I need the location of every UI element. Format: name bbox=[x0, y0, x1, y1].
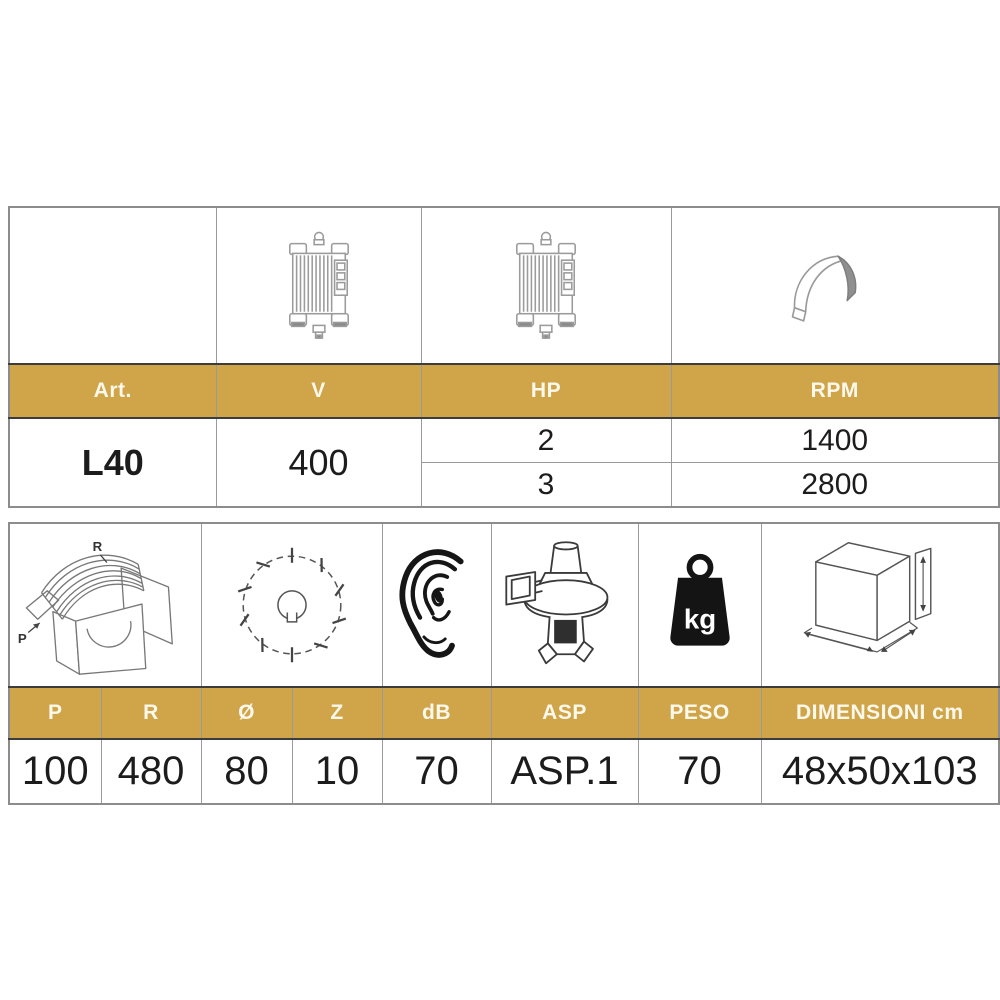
planer-depth-label: R bbox=[93, 539, 103, 554]
header-asp: ASP bbox=[490, 686, 639, 740]
hp-value-2: 3 bbox=[420, 462, 672, 508]
header-hp: HP bbox=[420, 363, 672, 419]
motor-table-header-row: Art. V HP RPM bbox=[8, 363, 1000, 419]
z-value: 10 bbox=[291, 738, 383, 805]
header-art: Art. bbox=[8, 363, 217, 419]
header-db: dB bbox=[381, 686, 492, 740]
motor-spec-table: Art. V HP RPM L40 400 2 1400 3 2800 bbox=[8, 206, 1000, 508]
header-z: Z bbox=[291, 686, 383, 740]
diameter-value: 80 bbox=[200, 738, 293, 805]
planer-width-label: P bbox=[18, 630, 27, 645]
planer-icon: R P bbox=[8, 522, 202, 688]
dimensioni-value: 48x50x103 bbox=[760, 738, 1000, 805]
machine-spec-table: R P bbox=[8, 522, 1000, 805]
motor-icon bbox=[420, 206, 672, 365]
rpm-value-2: 2800 bbox=[670, 462, 1000, 508]
rpm-value-1: 1400 bbox=[670, 417, 1000, 463]
spec-table-data-row: 100 480 80 10 70 ASP.1 70 48x50x103 bbox=[8, 738, 1000, 805]
header-dimensioni: DIMENSIONI cm bbox=[760, 686, 1000, 740]
weight-icon: kg bbox=[637, 522, 762, 688]
p-value: 100 bbox=[8, 738, 102, 805]
header-r: R bbox=[100, 686, 202, 740]
header-diameter: Ø bbox=[200, 686, 293, 740]
ear-icon bbox=[381, 522, 492, 688]
belt-icon bbox=[670, 206, 1000, 365]
motor-table-data-row: 3 2800 bbox=[9, 462, 1000, 508]
spec-table-icon-row: R P bbox=[8, 522, 1000, 688]
weight-kg-label: kg bbox=[683, 603, 715, 634]
asp-value: ASP.1 bbox=[490, 738, 639, 805]
r-value: 480 bbox=[100, 738, 202, 805]
packing-box-icon bbox=[760, 522, 1000, 688]
motor-icon bbox=[215, 206, 422, 365]
header-v: V bbox=[215, 363, 422, 419]
v-value: 400 bbox=[215, 417, 422, 508]
aspiration-icon bbox=[490, 522, 639, 688]
header-rpm: RPM bbox=[670, 363, 1000, 419]
header-p: P bbox=[8, 686, 102, 740]
peso-value: 70 bbox=[637, 738, 762, 805]
empty-icon-cell bbox=[8, 206, 217, 365]
header-peso: PESO bbox=[637, 686, 762, 740]
spec-table-header-row: P R Ø Z dB ASP PESO DIMENSIONI cm bbox=[8, 686, 1000, 740]
art-value: L40 bbox=[8, 417, 217, 508]
motor-table-icon-row bbox=[8, 206, 1000, 365]
hp-value-1: 2 bbox=[420, 417, 672, 463]
motor-table-data-row: L40 400 2 1400 bbox=[8, 417, 1000, 508]
cutterhead-icon bbox=[200, 522, 383, 688]
db-value: 70 bbox=[381, 738, 492, 805]
